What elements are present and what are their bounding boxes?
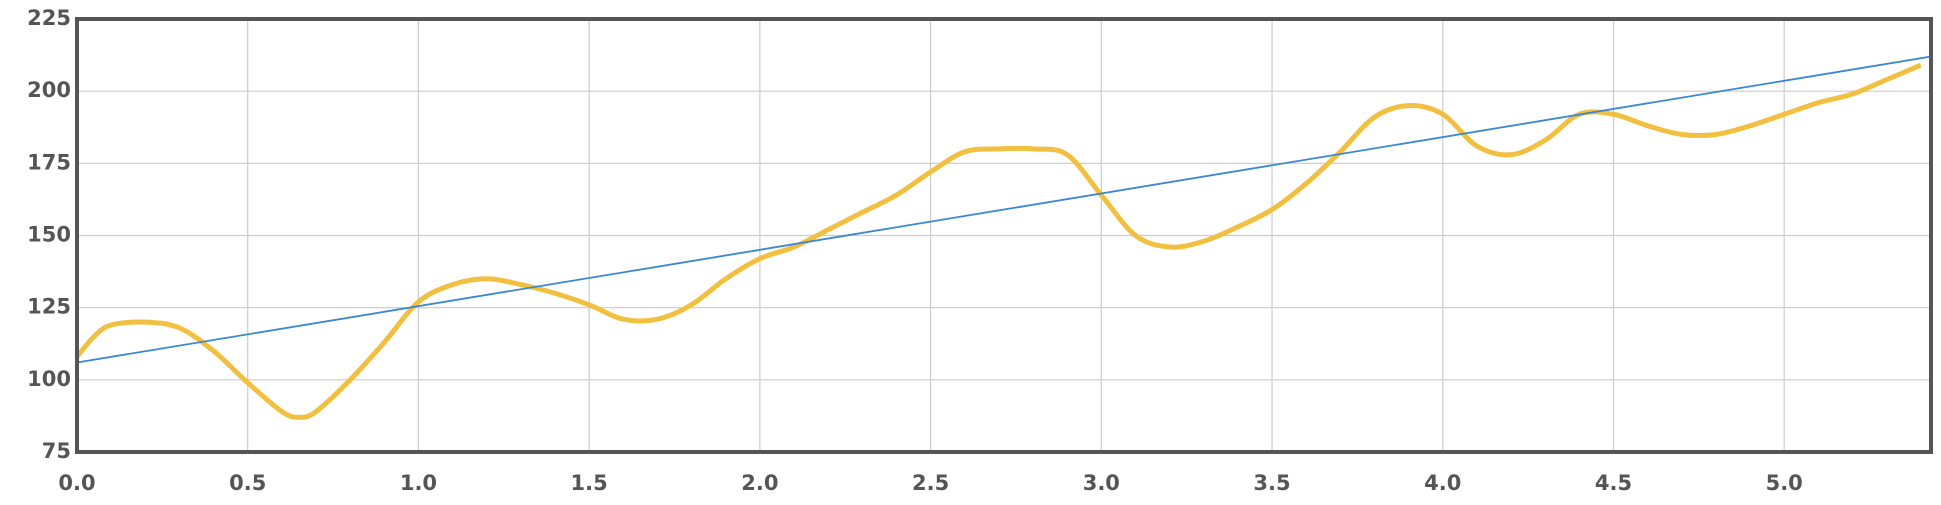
- y-tick-label: 75: [42, 439, 71, 463]
- x-tick-label: 4.5: [1595, 471, 1632, 495]
- y-tick-label: 100: [27, 367, 71, 391]
- x-tick-label: 3.0: [1083, 471, 1120, 495]
- x-tick-label: 0.5: [229, 471, 266, 495]
- x-tick-label: 3.5: [1253, 471, 1290, 495]
- series-line: [75, 62, 1922, 420]
- y-tick-label: 175: [27, 150, 71, 174]
- y-tick-label: 125: [27, 295, 71, 319]
- x-tick-label: 1.0: [400, 471, 437, 495]
- x-tick-label: 2.5: [912, 471, 949, 495]
- y-tick-label: 225: [27, 6, 71, 30]
- plot-frame: [75, 17, 1933, 454]
- series-line: [76, 55, 1932, 364]
- x-tick-label: 5.0: [1766, 471, 1803, 495]
- x-tick-label: 0.0: [58, 471, 95, 495]
- y-tick-label: 150: [27, 223, 71, 247]
- x-tick-label: 2.0: [741, 471, 778, 495]
- x-tick-label: 4.0: [1424, 471, 1461, 495]
- x-tick-label: 1.5: [571, 471, 608, 495]
- y-tick-label: 200: [27, 78, 71, 102]
